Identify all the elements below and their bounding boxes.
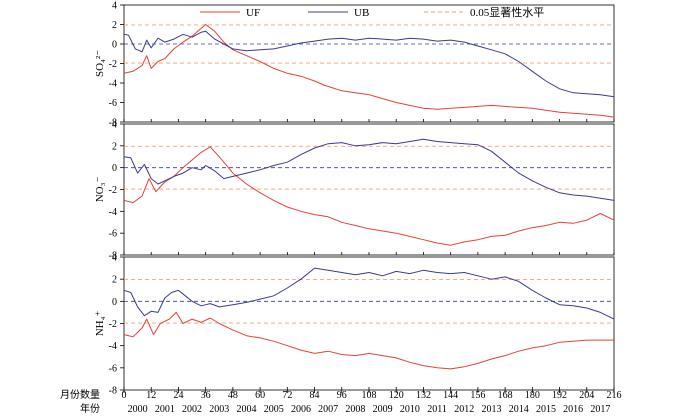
year-label: 2006 — [291, 404, 311, 415]
y-tick-label: 4 — [112, 1, 117, 12]
x-tick-label: 168 — [498, 390, 513, 401]
x-tick-label: 120 — [389, 390, 404, 401]
x-tick-label: 84 — [310, 390, 320, 401]
y-tick-label: -8 — [109, 118, 117, 129]
year-label: 2012 — [454, 404, 474, 415]
year-label: 2002 — [182, 404, 202, 415]
year-label: 2010 — [400, 404, 420, 415]
x-tick-label: 144 — [443, 390, 458, 401]
year-label: 2011 — [427, 404, 447, 415]
series-line-ub — [123, 267, 615, 320]
y-tick-label: 2 — [112, 275, 117, 286]
y-tick-label: 4 — [112, 253, 117, 264]
series-line-uf — [123, 24, 615, 118]
series-line-ub — [123, 138, 615, 201]
year-axis-label: 年份 — [80, 402, 100, 415]
year-label: 2013 — [482, 404, 502, 415]
y-tick-label: -6 — [109, 98, 117, 109]
x-tick-label: 60 — [255, 390, 265, 401]
x-tick-label: 24 — [173, 390, 183, 401]
year-label: 2015 — [536, 404, 556, 415]
year-label: 2003 — [209, 404, 229, 415]
x-tick-label: 96 — [337, 390, 347, 401]
year-label: 2016 — [563, 404, 583, 415]
y-axis-label: NO₃⁻ — [94, 177, 106, 203]
y-axis-label: NH₄⁺ — [94, 311, 106, 337]
x-tick-label: 156 — [470, 390, 485, 401]
panel-2: -8 -6 -4 -2 0 2 4 NO₃⁻ — [94, 120, 615, 262]
x-axis: 0 12 24 36 48 60 72 84 96 108 120 132 144 156 168 180 19… — [60, 388, 622, 415]
y-tick-label: -4 — [109, 207, 117, 218]
x-tick-label: 108 — [362, 390, 377, 401]
legend-label-1: UF — [246, 7, 260, 19]
panel-3: -8 -6 -4 -2 0 2 4 NH₄⁺ — [94, 253, 615, 397]
year-label: 2017 — [590, 404, 610, 415]
year-label: 2014 — [509, 404, 529, 415]
x-tick-label: 192 — [552, 390, 567, 401]
series-line-uf — [123, 146, 615, 246]
y-tick-label: 0 — [112, 40, 117, 51]
x-tick-label: 36 — [201, 390, 211, 401]
legend-label-3: 0.05显著性水平 — [470, 5, 544, 19]
y-tick-label: 0 — [112, 297, 117, 308]
x-tick-label: 48 — [228, 390, 238, 401]
x-tick-label: 0 — [122, 390, 127, 401]
y-tick-label: -6 — [109, 363, 117, 374]
x-tick-label: 216 — [607, 390, 622, 401]
y-axis-label: SO₄²⁻ — [94, 50, 106, 77]
series-line-ub — [123, 30, 615, 98]
year-label: 2008 — [345, 404, 365, 415]
year-label: 2004 — [237, 404, 257, 415]
x-tick-label: 180 — [525, 390, 540, 401]
legend-label-2: UB — [354, 7, 369, 19]
legend: UF UB 0.05显著性水平 — [200, 5, 544, 19]
x-tick-label: 12 — [146, 390, 156, 401]
y-tick-label: 4 — [112, 120, 117, 131]
y-tick-label: 2 — [112, 20, 117, 31]
year-label: 2007 — [318, 404, 338, 415]
year-label: 2001 — [155, 404, 175, 415]
y-tick-label: -4 — [109, 341, 117, 352]
year-label: 2000 — [128, 404, 148, 415]
y-tick-label: -2 — [109, 59, 117, 70]
y-tick-label: 0 — [112, 163, 117, 174]
y-tick-label: -8 — [109, 386, 117, 397]
x-tick-label: 132 — [416, 390, 431, 401]
y-tick-label: -2 — [109, 319, 117, 330]
y-tick-label: -6 — [109, 229, 117, 240]
panel-1: -8 -6 -4 -2 0 2 4 SO₄²⁻ — [94, 1, 615, 129]
series-line-uf — [123, 311, 614, 370]
y-tick-label: -2 — [109, 185, 117, 196]
x-tick-label: 72 — [282, 390, 292, 401]
y-tick-label: -8 — [109, 251, 117, 262]
year-label: 2005 — [264, 404, 284, 415]
y-tick-label: 2 — [112, 141, 117, 152]
x-tick-label: 204 — [579, 390, 594, 401]
x-axis-label: 月份数量 — [60, 388, 100, 401]
y-tick-label: -4 — [109, 79, 117, 90]
chart-panels: -8 -6 -4 -2 0 2 4 SO₄²⁻ -8 -6 -4 -2 0 2 4 NO₃⁻ -8 -6 -4 -2 0… — [94, 1, 615, 397]
year-label: 2009 — [373, 404, 393, 415]
